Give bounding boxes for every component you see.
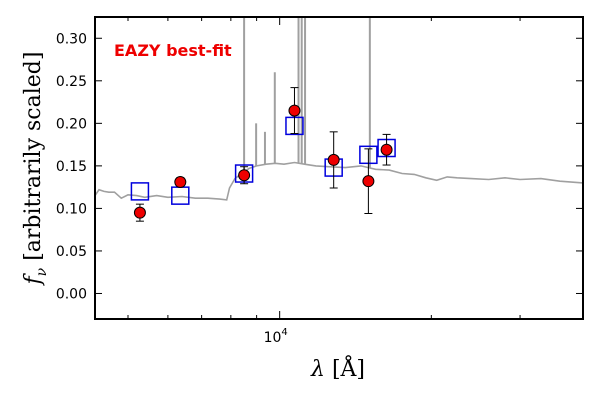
- x-axis-symbol: λ: [310, 357, 325, 382]
- y-tick-label: 0.30: [56, 31, 87, 47]
- plot-frame: [94, 16, 584, 320]
- model-photometry-square: [171, 186, 190, 205]
- observed-flux-point: [362, 175, 375, 188]
- y-tick-label: 0.25: [56, 74, 87, 90]
- x-axis-unit: [Å]: [325, 354, 365, 382]
- y-tick-label: 0.20: [56, 116, 87, 132]
- y-tick-label: 0.15: [56, 159, 87, 175]
- observed-flux-point: [133, 206, 146, 219]
- observed-flux-point: [174, 176, 187, 189]
- axes: 0.00 0.05 0.10 0.15 0.20 0.25 0.30 104: [56, 16, 584, 346]
- y-axis-subscript: ν: [34, 267, 50, 276]
- observed-flux-point: [380, 143, 393, 156]
- best-fit-annotation: EAZY best-fit: [114, 41, 232, 60]
- model-spectrum-line: [95, 161, 583, 201]
- observed-flux-point: [327, 153, 340, 166]
- plot-clipped: [95, 17, 583, 222]
- y-tick-label: 0.05: [56, 244, 87, 260]
- observed-flux-point: [238, 169, 251, 182]
- model-photometry-square: [130, 182, 150, 201]
- y-axis-unit: [arbitrarily scaled]: [21, 52, 46, 268]
- x-axis-title: λ [Å]: [310, 354, 365, 382]
- observed-flux-point: [288, 104, 301, 117]
- x-tick-label: 104: [264, 327, 288, 346]
- y-tick-label: 0.00: [56, 286, 87, 302]
- y-axis-title: fν [arbitrarily scaled]: [21, 52, 50, 287]
- y-tick-label: 0.10: [56, 201, 87, 217]
- plot-area: [95, 17, 583, 222]
